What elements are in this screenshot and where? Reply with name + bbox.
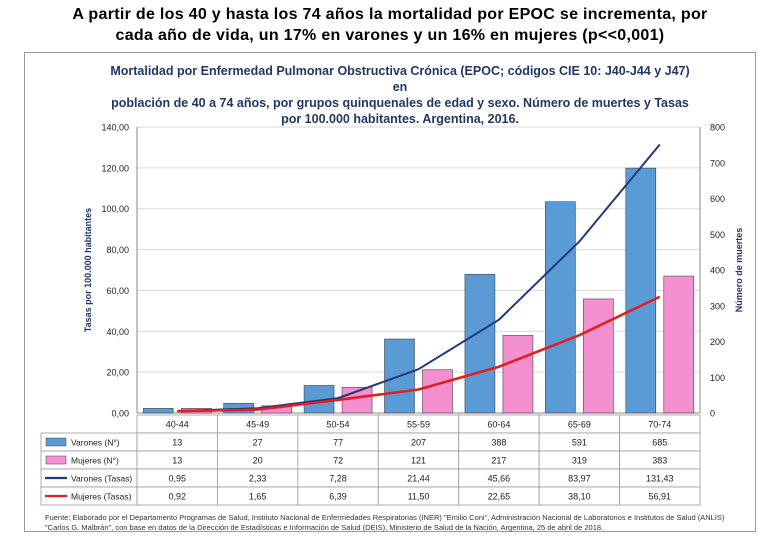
bar-mujeres bbox=[502, 335, 534, 414]
data-label: 56,91 bbox=[649, 492, 672, 502]
data-label: 21,44 bbox=[407, 474, 430, 484]
y-tick-label: 60,00 bbox=[106, 286, 129, 296]
bar-mujeres bbox=[422, 369, 453, 414]
data-label: 207 bbox=[411, 438, 426, 448]
legend-swatch bbox=[45, 437, 67, 447]
legend-label: Mujeres (N°) bbox=[71, 456, 119, 466]
data-label: 0,92 bbox=[168, 492, 186, 502]
line-varones-tasas bbox=[177, 143, 661, 413]
data-label: 2,33 bbox=[249, 474, 267, 484]
data-label: 20 bbox=[253, 456, 263, 466]
headline: A partir de los 40 y hasta los 74 años l… bbox=[0, 4, 780, 46]
data-label: 13 bbox=[172, 456, 182, 466]
data-label: 45,66 bbox=[488, 474, 511, 484]
data-label: 13 bbox=[172, 438, 182, 448]
y-tick-label: 40,00 bbox=[106, 327, 129, 337]
x-tick-label: 40-44 bbox=[166, 420, 189, 430]
data-label: 383 bbox=[652, 456, 667, 466]
data-label: 27 bbox=[253, 438, 263, 448]
x-tick-label: 70-74 bbox=[648, 420, 671, 430]
x-tick-label: 50-54 bbox=[327, 420, 350, 430]
headline-line-1: A partir de los 40 y hasta los 74 años l… bbox=[72, 6, 708, 23]
y2-tick-label: 100 bbox=[710, 373, 725, 383]
y2-tick-label: 500 bbox=[710, 230, 725, 240]
y2-tick-label: 400 bbox=[710, 266, 725, 276]
data-label: 72 bbox=[333, 456, 343, 466]
chart-title-line-1: Mortalidad por Enfermedad Pulmonar Obstr… bbox=[110, 64, 690, 94]
legend-swatch bbox=[45, 455, 67, 465]
chart-panel: Mortalidad por Enfermedad Pulmonar Obstr… bbox=[24, 52, 756, 532]
bar-varones bbox=[625, 167, 657, 414]
headline-line-2: cada año de vida, un 17% en varones y un… bbox=[115, 27, 665, 44]
y2-tick-label: 700 bbox=[710, 158, 725, 168]
chart-title-line-2: población de 40 a 74 años, por grupos qu… bbox=[111, 96, 689, 110]
bar-varones bbox=[545, 201, 576, 414]
y-tick-label: 100,00 bbox=[101, 204, 129, 214]
y-tick-label: 80,00 bbox=[106, 245, 129, 255]
bar-varones bbox=[464, 273, 496, 414]
data-label: 388 bbox=[491, 438, 506, 448]
data-label: 38,10 bbox=[568, 492, 591, 502]
data-label: 121 bbox=[411, 456, 426, 466]
data-label: 685 bbox=[652, 438, 667, 448]
table-cell bbox=[619, 486, 701, 506]
bar-mujeres bbox=[583, 298, 614, 414]
y2-tick-label: 800 bbox=[710, 123, 725, 133]
y-tick-label: 0,00 bbox=[111, 409, 129, 419]
source-note: Fuente: Elaborado por el Departamento Pr… bbox=[45, 513, 725, 532]
y-tick-label: 20,00 bbox=[106, 368, 129, 378]
data-label: 591 bbox=[572, 438, 587, 448]
x-tick-label: 65-69 bbox=[568, 420, 591, 430]
y2-tick-label: 600 bbox=[710, 194, 725, 204]
data-label: 319 bbox=[572, 456, 587, 466]
chart-title: Mortalidad por Enfermedad Pulmonar Obstr… bbox=[105, 63, 695, 127]
legend-label: Varones (Tasas) bbox=[71, 474, 132, 484]
y-axis-title: Tasas por 100.000 habitantes bbox=[83, 208, 93, 332]
data-label: 131,43 bbox=[646, 474, 674, 484]
y-tick-label: 120,00 bbox=[101, 163, 129, 173]
legend-label: Mujeres (Tasas) bbox=[71, 492, 132, 502]
data-label: 77 bbox=[333, 438, 343, 448]
bar-varones bbox=[142, 408, 174, 414]
data-label: 83,97 bbox=[568, 474, 591, 484]
y2-tick-label: 200 bbox=[710, 337, 725, 347]
data-label: 22,65 bbox=[488, 492, 511, 502]
data-label: 0,95 bbox=[168, 474, 186, 484]
x-tick-label: 60-64 bbox=[487, 420, 510, 430]
data-label: 217 bbox=[491, 456, 506, 466]
chart-svg: 0,00 20,00 40,00 60,00 80,00 100,00 120,00 140,… bbox=[40, 123, 744, 506]
x-tick-label: 45-49 bbox=[246, 420, 269, 430]
x-tick-label: 55-59 bbox=[407, 420, 430, 430]
legend-label: Varones (N°) bbox=[71, 438, 120, 448]
data-label: 7,28 bbox=[329, 474, 347, 484]
chart-title-line-3: por 100.000 habitantes. Argentina, 2016. bbox=[281, 112, 519, 126]
y2-tick-label: 0 bbox=[710, 409, 715, 419]
y2-axis-title: Número de muertes bbox=[734, 228, 744, 313]
line-mujeres-tasas bbox=[177, 295, 661, 413]
bar-mujeres bbox=[663, 275, 695, 414]
data-label: 11,50 bbox=[408, 492, 430, 502]
data-label: 1,65 bbox=[249, 492, 267, 502]
y2-tick-label: 300 bbox=[710, 301, 725, 311]
data-label: 6,39 bbox=[329, 492, 347, 502]
y-tick-label: 140,00 bbox=[101, 123, 129, 133]
